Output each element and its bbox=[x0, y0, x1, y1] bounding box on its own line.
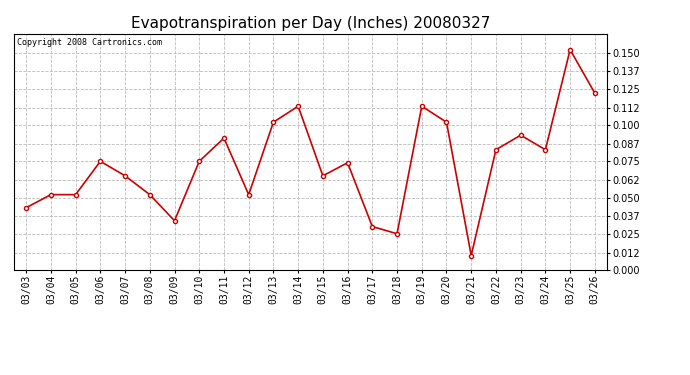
Title: Evapotranspiration per Day (Inches) 20080327: Evapotranspiration per Day (Inches) 2008… bbox=[131, 16, 490, 31]
Text: Copyright 2008 Cartronics.com: Copyright 2008 Cartronics.com bbox=[17, 39, 161, 48]
